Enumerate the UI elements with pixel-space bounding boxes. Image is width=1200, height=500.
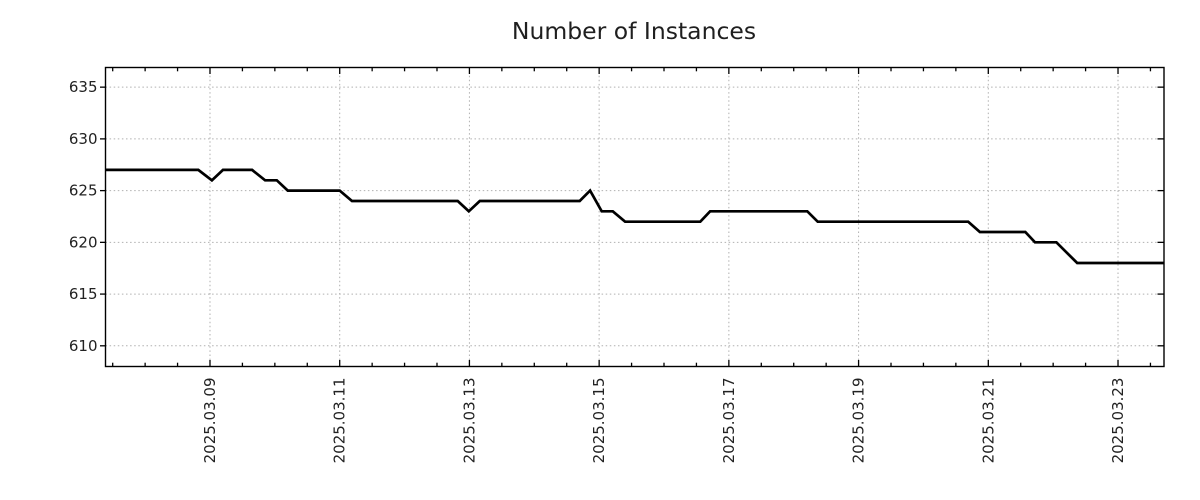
x-tick-label: 2025.03.21 — [979, 378, 997, 464]
y-tick-label: 610 — [69, 337, 98, 355]
y-tick-label: 630 — [69, 130, 98, 148]
x-tick-label: 2025.03.09 — [201, 378, 219, 464]
x-tick-label: 2025.03.19 — [850, 378, 868, 464]
series-line-instances — [105, 168, 1164, 265]
y-tick-label: 625 — [69, 182, 98, 200]
grid-lines — [105, 67, 1164, 367]
y-tick-label: 635 — [69, 78, 98, 96]
plot-border-rect — [104, 66, 1165, 368]
data-series-line — [105, 168, 1164, 265]
x-tick-label: 2025.03.13 — [460, 377, 478, 463]
y-tick-label: 615 — [69, 285, 98, 303]
x-tick-label: 2025.03.23 — [1109, 378, 1127, 464]
x-tick-label: 2025.03.15 — [590, 378, 608, 464]
x-tick-label: 2025.03.17 — [720, 378, 738, 464]
x-tick-label: 2025.03.11 — [331, 378, 349, 464]
axis-tick-labels: 610 615 620 625 630 635 2025.03.09 2025.03.11 20… — [69, 78, 1127, 463]
y-tick-label: 620 — [69, 233, 98, 251]
axis-ticks — [100, 67, 1164, 367]
chart-title: Number of Instances — [512, 17, 756, 45]
plot-border — [104, 66, 1165, 368]
